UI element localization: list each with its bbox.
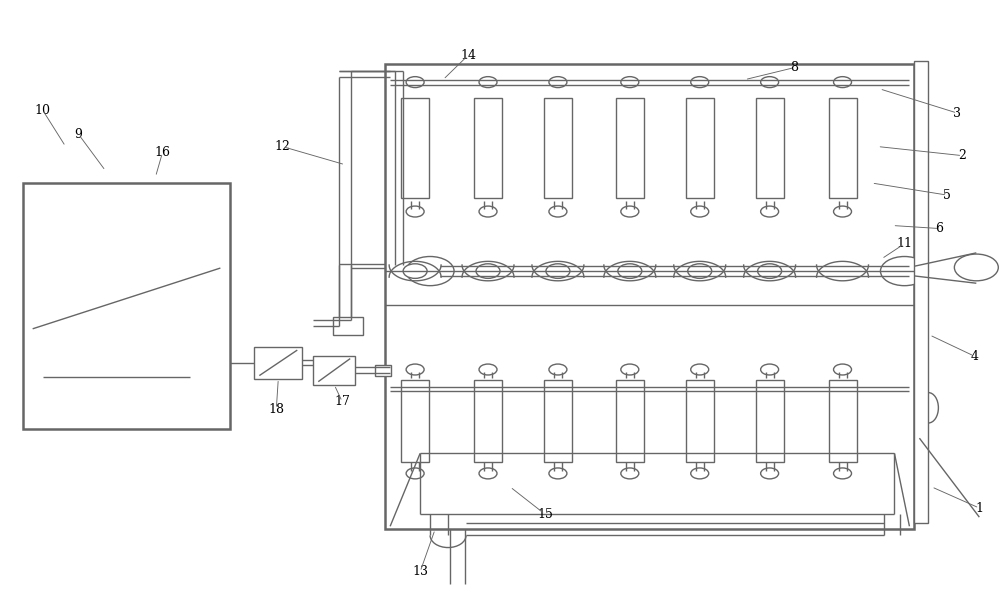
Circle shape — [476, 264, 500, 278]
Text: 6: 6 — [935, 222, 943, 235]
Circle shape — [691, 77, 709, 88]
Circle shape — [688, 264, 712, 278]
Bar — [474, 381, 502, 462]
Circle shape — [834, 468, 852, 479]
Circle shape — [406, 206, 424, 217]
Text: 2: 2 — [958, 149, 966, 162]
Circle shape — [549, 364, 567, 375]
Bar — [829, 98, 857, 198]
Circle shape — [479, 77, 497, 88]
Text: 10: 10 — [35, 104, 51, 116]
Circle shape — [479, 206, 497, 217]
Bar — [401, 98, 429, 198]
Circle shape — [618, 264, 642, 278]
Circle shape — [479, 364, 497, 375]
Text: 5: 5 — [943, 189, 951, 202]
Bar — [333, 317, 363, 335]
Text: 18: 18 — [268, 403, 284, 415]
Bar — [401, 381, 429, 462]
Circle shape — [761, 364, 779, 375]
Circle shape — [406, 77, 424, 88]
Bar — [23, 183, 230, 429]
Bar — [375, 365, 391, 376]
Bar — [616, 381, 644, 462]
Bar — [544, 381, 572, 462]
Circle shape — [621, 77, 639, 88]
Text: 11: 11 — [896, 238, 912, 250]
Bar — [385, 65, 914, 529]
Text: 4: 4 — [970, 350, 978, 362]
Text: 17: 17 — [334, 395, 350, 408]
Circle shape — [954, 254, 998, 281]
Bar — [914, 62, 928, 523]
Bar — [313, 356, 355, 385]
Circle shape — [761, 77, 779, 88]
Bar — [756, 381, 784, 462]
Circle shape — [546, 264, 570, 278]
Circle shape — [621, 468, 639, 479]
Circle shape — [880, 256, 928, 286]
Circle shape — [691, 206, 709, 217]
Bar — [544, 98, 572, 198]
Circle shape — [691, 364, 709, 375]
Text: 14: 14 — [460, 49, 476, 62]
Bar — [686, 98, 714, 198]
Circle shape — [406, 256, 454, 286]
Circle shape — [758, 264, 782, 278]
Circle shape — [406, 364, 424, 375]
Circle shape — [403, 264, 427, 278]
Circle shape — [761, 206, 779, 217]
Circle shape — [834, 364, 852, 375]
Circle shape — [691, 468, 709, 479]
Text: 12: 12 — [274, 140, 290, 153]
Bar — [616, 98, 644, 198]
Text: 9: 9 — [75, 128, 83, 141]
Circle shape — [406, 468, 424, 479]
Circle shape — [479, 468, 497, 479]
Circle shape — [549, 77, 567, 88]
Text: 15: 15 — [537, 508, 553, 521]
Circle shape — [834, 77, 852, 88]
Bar — [254, 347, 302, 379]
Circle shape — [621, 364, 639, 375]
Circle shape — [761, 468, 779, 479]
Bar — [686, 381, 714, 462]
Circle shape — [621, 206, 639, 217]
Circle shape — [549, 468, 567, 479]
Text: 8: 8 — [791, 61, 799, 74]
Text: 3: 3 — [953, 107, 961, 119]
Text: 13: 13 — [412, 565, 428, 579]
Text: 1: 1 — [975, 502, 983, 515]
Circle shape — [549, 206, 567, 217]
Bar — [474, 98, 502, 198]
Bar — [829, 381, 857, 462]
Text: 16: 16 — [154, 146, 170, 159]
Bar — [756, 98, 784, 198]
Circle shape — [834, 206, 852, 217]
